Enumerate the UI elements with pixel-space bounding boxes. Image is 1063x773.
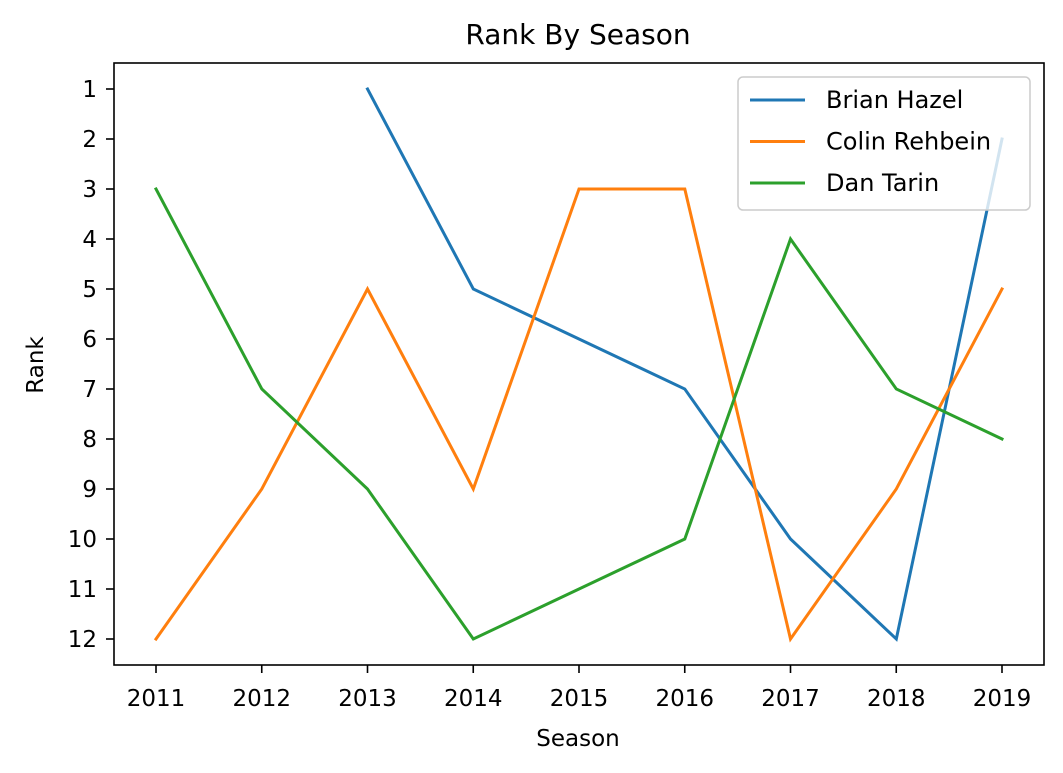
legend: Brian Hazel Colin Rehbein Dan Tarin bbox=[737, 76, 1031, 211]
y-tick-label: 4 bbox=[82, 227, 97, 253]
x-tick-label: 2018 bbox=[867, 686, 926, 712]
x-tick-label: 2014 bbox=[444, 686, 503, 712]
legend-label-dan-tarin: Dan Tarin bbox=[826, 169, 939, 197]
y-tick-label: 12 bbox=[68, 627, 97, 653]
y-tick-label: 2 bbox=[82, 127, 97, 153]
x-axis-label: Season bbox=[536, 726, 619, 752]
y-tick-label: 9 bbox=[82, 477, 97, 503]
y-tick-label: 8 bbox=[82, 427, 97, 453]
y-tick-label: 5 bbox=[82, 277, 97, 303]
legend-label-brian-hazel: Brian Hazel bbox=[826, 86, 963, 114]
legend-label-colin-rehbein: Colin Rehbein bbox=[826, 128, 991, 156]
x-tick-label: 2016 bbox=[655, 686, 714, 712]
y-tick-label: 10 bbox=[68, 527, 97, 553]
y-tick-label: 6 bbox=[82, 327, 97, 353]
x-tick-label: 2015 bbox=[550, 686, 609, 712]
x-axis-ticks: 2011 2012 2013 2014 2015 2016 2017 2018 2019 bbox=[127, 665, 1032, 712]
y-tick-label: 11 bbox=[68, 577, 97, 603]
y-axis-label: Rank bbox=[23, 336, 49, 394]
x-tick-label: 2017 bbox=[761, 686, 820, 712]
series-line-brian-hazel bbox=[365, 86, 1004, 642]
series-lines bbox=[153, 86, 1005, 643]
x-tick-label: 2012 bbox=[232, 686, 291, 712]
x-tick-label: 2013 bbox=[338, 686, 397, 712]
plot-frame bbox=[113, 62, 1045, 666]
chart-title: Rank By Season bbox=[465, 18, 690, 51]
series-line-dan-tarin bbox=[153, 186, 1004, 641]
x-tick-label: 2019 bbox=[973, 686, 1032, 712]
y-tick-label: 1 bbox=[82, 77, 97, 103]
x-tick-label: 2011 bbox=[127, 686, 186, 712]
legend-box bbox=[737, 76, 1031, 211]
y-tick-label: 7 bbox=[82, 377, 97, 403]
y-tick-label: 3 bbox=[82, 177, 97, 203]
